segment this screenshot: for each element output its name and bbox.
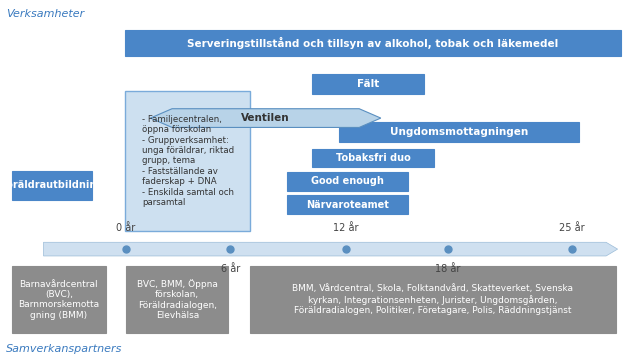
Text: BVC, BMM, Öppna
förskolan,
Föräldradialogen,
Elevhälsa: BVC, BMM, Öppna förskolan, Föräldradialo…	[137, 279, 218, 320]
Text: 18 år: 18 år	[435, 264, 461, 274]
FancyBboxPatch shape	[339, 122, 579, 142]
Text: 25 år: 25 år	[559, 223, 584, 233]
Text: - Familjecentralen,
öppna förskolan
- Gruppverksamhet:
unga föräldrar, riktad
gr: - Familjecentralen, öppna förskolan - Gr…	[142, 115, 234, 207]
FancyBboxPatch shape	[312, 74, 424, 94]
FancyBboxPatch shape	[312, 149, 434, 167]
FancyBboxPatch shape	[250, 266, 616, 333]
Text: Tobaksfri duo: Tobaksfri duo	[336, 153, 410, 163]
Text: Ventilen: Ventilen	[241, 113, 290, 123]
FancyBboxPatch shape	[287, 172, 408, 191]
Text: 6 år: 6 år	[221, 264, 240, 274]
FancyBboxPatch shape	[287, 195, 408, 214]
Polygon shape	[44, 242, 618, 256]
FancyBboxPatch shape	[125, 91, 250, 231]
Text: 0 år: 0 år	[116, 223, 136, 233]
Text: Samverkanspartners: Samverkanspartners	[6, 343, 123, 354]
Polygon shape	[150, 109, 381, 127]
Text: Barnavårdcentral
(BVC),
Barnmorskemotta
gning (BMM): Barnavårdcentral (BVC), Barnmorskemotta …	[19, 280, 99, 320]
FancyBboxPatch shape	[12, 171, 92, 200]
Text: Ungdomsmottagningen: Ungdomsmottagningen	[390, 127, 529, 137]
FancyBboxPatch shape	[125, 30, 621, 56]
Text: Föräldrautbildning: Föräldrautbildning	[0, 180, 103, 190]
Text: BMM, Vårdcentral, Skola, Folktandvård, Skatteverket, Svenska
kyrkan, Integration: BMM, Vårdcentral, Skola, Folktandvård, S…	[292, 284, 573, 315]
Text: Närvaroteamet: Närvaroteamet	[306, 200, 389, 210]
Text: Serveringstillstånd och tillsyn av alkohol, tobak och läkemedel: Serveringstillstånd och tillsyn av alkoh…	[187, 37, 559, 49]
Text: Fält: Fält	[357, 79, 380, 89]
Text: 12 år: 12 år	[333, 223, 358, 233]
FancyBboxPatch shape	[126, 266, 228, 333]
Text: Verksamheter: Verksamheter	[6, 9, 84, 19]
Text: Good enough: Good enough	[311, 176, 384, 186]
FancyBboxPatch shape	[12, 266, 106, 333]
